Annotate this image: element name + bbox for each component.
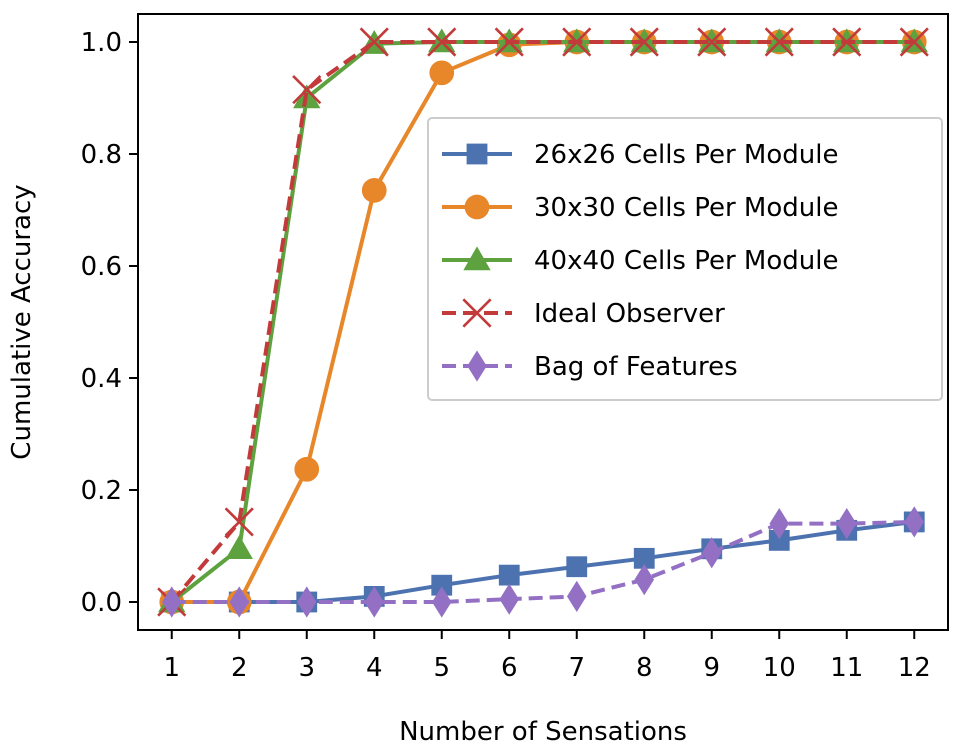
series-line [171, 519, 915, 604]
data-point-marker [432, 586, 452, 618]
legend-box [427, 117, 943, 401]
data-point-marker [499, 583, 519, 615]
y-tick-label: 0.6 [81, 252, 122, 282]
data-point-marker [769, 508, 789, 540]
data-point-marker [837, 508, 857, 540]
data-point-marker [431, 574, 453, 596]
x-tick-label: 11 [830, 653, 863, 683]
x-tick-label: 9 [703, 653, 720, 683]
legend-label: 30x30 Cells Per Module [534, 193, 838, 223]
y-tick-label: 0.0 [81, 588, 122, 618]
x-axis-ticks: 1 2 3 4 5 6 7 8 9 10 11 12 [163, 630, 931, 683]
data-point-marker [629, 27, 659, 57]
plot-frame [137, 13, 949, 631]
y-tick-label: 0.8 [81, 140, 122, 170]
x-tick-label: 3 [298, 653, 315, 683]
legend: 26x26 Cells Per Module 30x30 Cells Per Mo… [427, 117, 943, 401]
data-point-marker [899, 27, 929, 57]
legend-label: 40x40 Cells Per Module [534, 246, 838, 276]
data-point-marker [697, 27, 727, 57]
data-point-marker [562, 27, 592, 57]
legend-swatch-marker [462, 298, 492, 328]
data-point-marker [702, 537, 722, 569]
data-point-marker [429, 60, 455, 86]
legend-item: 30x30 Cells Per Module [442, 193, 838, 223]
legend-swatch-marker [466, 143, 488, 165]
data-point-marker [567, 580, 587, 612]
data-point-marker [225, 535, 253, 560]
data-point-marker [361, 178, 387, 203]
series-line [170, 40, 915, 604]
x-tick-label: 7 [568, 653, 585, 683]
x-tick-label: 6 [501, 653, 518, 683]
data-point-marker [633, 547, 655, 569]
data-point-marker [297, 586, 317, 618]
legend-label: 26x26 Cells Per Module [534, 140, 838, 170]
data-point-marker [566, 556, 588, 578]
y-tick-label: 0.2 [81, 476, 122, 506]
legend-item: Bag of Features [442, 350, 738, 382]
legend-swatch-marker [467, 350, 487, 382]
series-5 [162, 506, 924, 618]
x-tick-label: 4 [366, 653, 383, 683]
data-point-marker [162, 586, 182, 618]
data-point-marker [292, 75, 322, 105]
x-axis-label: Number of Sensations [399, 717, 687, 747]
y-tick-label: 0.4 [81, 364, 122, 394]
data-point-marker [364, 586, 384, 618]
legend-item: 26x26 Cells Per Module [442, 140, 838, 170]
y-axis-ticks: 0.0 0.2 0.4 0.6 0.8 1.0 [81, 28, 138, 618]
legend-label: Ideal Observer [534, 299, 725, 329]
series-line [171, 519, 915, 604]
legend-item: Ideal Observer [442, 298, 725, 329]
data-point-marker [294, 456, 320, 482]
data-point-marker [427, 27, 457, 57]
data-point-marker [494, 27, 524, 57]
data-point-marker [768, 530, 790, 551]
x-tick-label: 10 [763, 653, 796, 683]
data-point-marker [498, 564, 520, 586]
legend-swatch-marker [463, 246, 491, 271]
data-point-marker [832, 27, 862, 57]
legend-swatch-marker [464, 194, 490, 220]
x-tick-label: 1 [163, 653, 180, 683]
series-layer [157, 27, 929, 618]
data-point-marker [634, 564, 654, 596]
data-point-marker [359, 27, 389, 57]
x-tick-label: 5 [433, 653, 450, 683]
data-point-marker [229, 586, 249, 618]
data-point-marker [764, 27, 794, 57]
y-tick-label: 1.0 [81, 28, 122, 58]
data-point-marker [224, 507, 254, 537]
x-tick-label: 12 [898, 653, 931, 683]
x-tick-label: 8 [636, 653, 653, 683]
x-tick-label: 2 [231, 653, 248, 683]
legend-label: Bag of Features [534, 352, 738, 382]
y-axis-label: Cumulative Accuracy [7, 184, 37, 459]
legend-item: 40x40 Cells Per Module [442, 246, 838, 276]
data-point-marker [904, 506, 924, 538]
